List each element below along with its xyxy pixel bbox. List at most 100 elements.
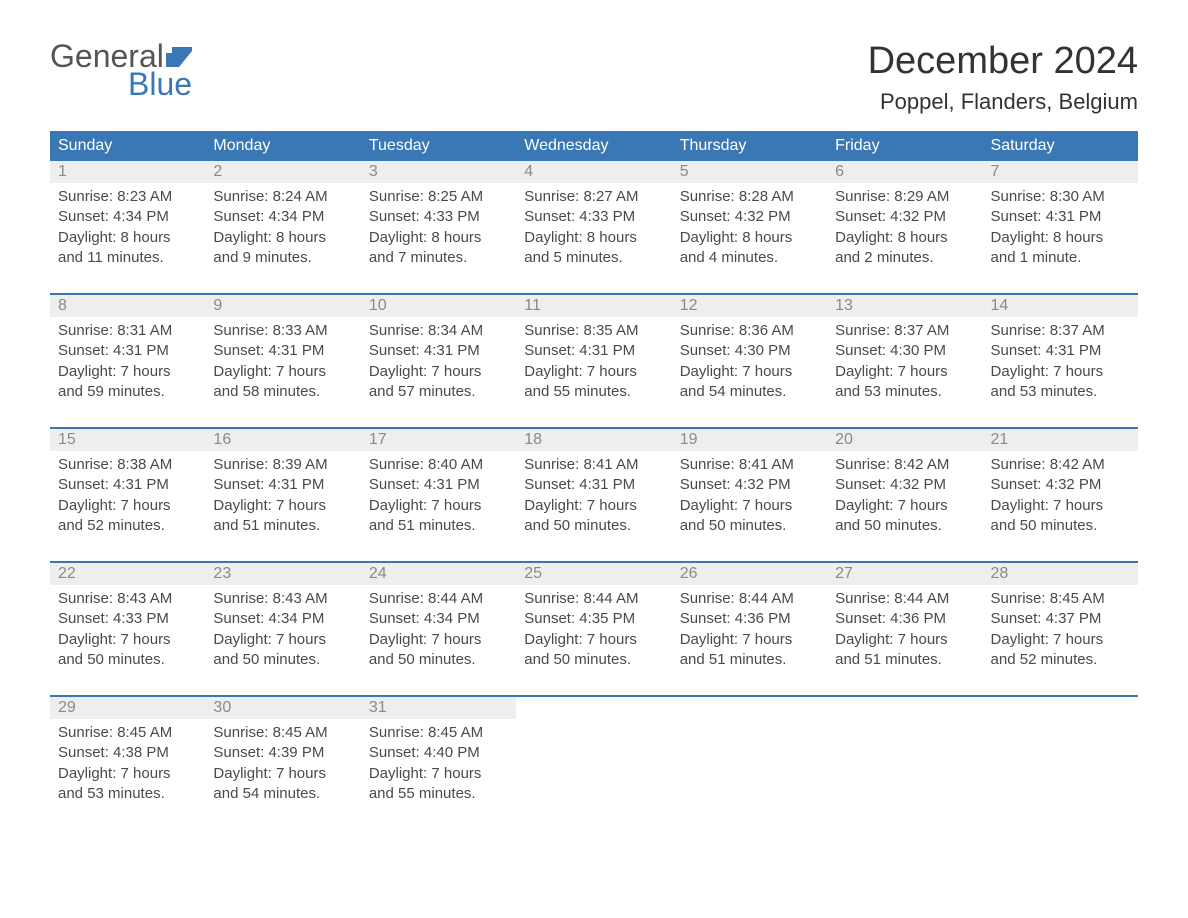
calendar-day-cell: 8Sunrise: 8:31 AMSunset: 4:31 PMDaylight… (50, 295, 205, 427)
sunrise-text: Sunrise: 8:37 AM (991, 321, 1130, 341)
sunrise-text: Sunrise: 8:37 AM (835, 321, 974, 341)
sunrise-text: Sunrise: 8:42 AM (991, 455, 1130, 475)
day-number: 10 (361, 295, 516, 317)
day-number: 7 (983, 161, 1138, 183)
daylight-line1: Daylight: 7 hours (369, 630, 508, 650)
calendar-day-cell (672, 697, 827, 829)
daylight-line2: and 52 minutes. (991, 650, 1130, 670)
daylight-line2: and 51 minutes. (369, 516, 508, 536)
day-number: 11 (516, 295, 671, 317)
day-body: Sunrise: 8:42 AMSunset: 4:32 PMDaylight:… (827, 451, 982, 544)
calendar-day-cell: 12Sunrise: 8:36 AMSunset: 4:30 PMDayligh… (672, 295, 827, 427)
day-body: Sunrise: 8:36 AMSunset: 4:30 PMDaylight:… (672, 317, 827, 410)
title-block: December 2024 Poppel, Flanders, Belgium (868, 40, 1138, 115)
day-header: Monday (205, 131, 360, 161)
daylight-line1: Daylight: 7 hours (58, 496, 197, 516)
day-body: Sunrise: 8:43 AMSunset: 4:34 PMDaylight:… (205, 585, 360, 678)
day-header: Wednesday (516, 131, 671, 161)
calendar-day-cell: 2Sunrise: 8:24 AMSunset: 4:34 PMDaylight… (205, 161, 360, 293)
sunset-text: Sunset: 4:31 PM (524, 341, 663, 361)
sunrise-text: Sunrise: 8:44 AM (369, 589, 508, 609)
day-body: Sunrise: 8:44 AMSunset: 4:34 PMDaylight:… (361, 585, 516, 678)
sunrise-text: Sunrise: 8:44 AM (680, 589, 819, 609)
calendar-day-cell: 9Sunrise: 8:33 AMSunset: 4:31 PMDaylight… (205, 295, 360, 427)
day-number: 19 (672, 429, 827, 451)
daylight-line2: and 52 minutes. (58, 516, 197, 536)
daylight-line1: Daylight: 7 hours (991, 496, 1130, 516)
sunset-text: Sunset: 4:33 PM (524, 207, 663, 227)
sunset-text: Sunset: 4:34 PM (213, 207, 352, 227)
daylight-line1: Daylight: 7 hours (680, 362, 819, 382)
daylight-line1: Daylight: 8 hours (991, 228, 1130, 248)
calendar-day-cell: 7Sunrise: 8:30 AMSunset: 4:31 PMDaylight… (983, 161, 1138, 293)
day-body: Sunrise: 8:31 AMSunset: 4:31 PMDaylight:… (50, 317, 205, 410)
daylight-line1: Daylight: 7 hours (213, 764, 352, 784)
daylight-line2: and 5 minutes. (524, 248, 663, 268)
day-body: Sunrise: 8:30 AMSunset: 4:31 PMDaylight:… (983, 183, 1138, 276)
day-body: Sunrise: 8:27 AMSunset: 4:33 PMDaylight:… (516, 183, 671, 276)
day-number: 8 (50, 295, 205, 317)
sunset-text: Sunset: 4:31 PM (991, 341, 1130, 361)
sunrise-text: Sunrise: 8:36 AM (680, 321, 819, 341)
daylight-line2: and 53 minutes. (835, 382, 974, 402)
day-number: 6 (827, 161, 982, 183)
sunset-text: Sunset: 4:31 PM (213, 475, 352, 495)
sunset-text: Sunset: 4:32 PM (835, 207, 974, 227)
calendar-day-cell: 31Sunrise: 8:45 AMSunset: 4:40 PMDayligh… (361, 697, 516, 829)
day-number: 17 (361, 429, 516, 451)
sunrise-text: Sunrise: 8:28 AM (680, 187, 819, 207)
calendar-day-cell: 13Sunrise: 8:37 AMSunset: 4:30 PMDayligh… (827, 295, 982, 427)
day-number: 3 (361, 161, 516, 183)
daylight-line1: Daylight: 8 hours (680, 228, 819, 248)
day-header: Saturday (983, 131, 1138, 161)
day-number: 29 (50, 697, 205, 719)
calendar-day-cell: 1Sunrise: 8:23 AMSunset: 4:34 PMDaylight… (50, 161, 205, 293)
day-number: 1 (50, 161, 205, 183)
sunset-text: Sunset: 4:30 PM (835, 341, 974, 361)
sunrise-text: Sunrise: 8:43 AM (58, 589, 197, 609)
day-header: Sunday (50, 131, 205, 161)
day-number: 4 (516, 161, 671, 183)
day-body: Sunrise: 8:45 AMSunset: 4:39 PMDaylight:… (205, 719, 360, 812)
day-number: 26 (672, 563, 827, 585)
daylight-line2: and 50 minutes. (524, 650, 663, 670)
daylight-line1: Daylight: 8 hours (524, 228, 663, 248)
sunset-text: Sunset: 4:33 PM (369, 207, 508, 227)
daylight-line2: and 50 minutes. (991, 516, 1130, 536)
daylight-line2: and 58 minutes. (213, 382, 352, 402)
day-body: Sunrise: 8:35 AMSunset: 4:31 PMDaylight:… (516, 317, 671, 410)
daylight-line2: and 55 minutes. (369, 784, 508, 804)
daylight-line1: Daylight: 7 hours (835, 362, 974, 382)
daylight-line1: Daylight: 7 hours (835, 630, 974, 650)
sunrise-text: Sunrise: 8:23 AM (58, 187, 197, 207)
daylight-line2: and 54 minutes. (213, 784, 352, 804)
daylight-line1: Daylight: 7 hours (835, 496, 974, 516)
daylight-line1: Daylight: 7 hours (58, 764, 197, 784)
daylight-line2: and 57 minutes. (369, 382, 508, 402)
calendar-week-row: 29Sunrise: 8:45 AMSunset: 4:38 PMDayligh… (50, 697, 1138, 829)
sunset-text: Sunset: 4:34 PM (58, 207, 197, 227)
day-body: Sunrise: 8:37 AMSunset: 4:31 PMDaylight:… (983, 317, 1138, 410)
daylight-line2: and 59 minutes. (58, 382, 197, 402)
sunset-text: Sunset: 4:35 PM (524, 609, 663, 629)
day-body: Sunrise: 8:44 AMSunset: 4:36 PMDaylight:… (672, 585, 827, 678)
brand-logo: General Blue (50, 40, 192, 100)
calendar-day-cell: 30Sunrise: 8:45 AMSunset: 4:39 PMDayligh… (205, 697, 360, 829)
sunrise-text: Sunrise: 8:45 AM (58, 723, 197, 743)
brand-word2: Blue (128, 68, 192, 100)
daylight-line1: Daylight: 7 hours (991, 630, 1130, 650)
location-text: Poppel, Flanders, Belgium (868, 89, 1138, 115)
calendar-day-cell: 6Sunrise: 8:29 AMSunset: 4:32 PMDaylight… (827, 161, 982, 293)
calendar-table: Sunday Monday Tuesday Wednesday Thursday… (50, 131, 1138, 829)
calendar-day-cell: 23Sunrise: 8:43 AMSunset: 4:34 PMDayligh… (205, 563, 360, 695)
day-body: Sunrise: 8:29 AMSunset: 4:32 PMDaylight:… (827, 183, 982, 276)
day-body: Sunrise: 8:39 AMSunset: 4:31 PMDaylight:… (205, 451, 360, 544)
sunrise-text: Sunrise: 8:33 AM (213, 321, 352, 341)
daylight-line1: Daylight: 7 hours (524, 362, 663, 382)
daylight-line2: and 50 minutes. (524, 516, 663, 536)
daylight-line1: Daylight: 7 hours (524, 496, 663, 516)
sunset-text: Sunset: 4:30 PM (680, 341, 819, 361)
sunset-text: Sunset: 4:40 PM (369, 743, 508, 763)
sunrise-text: Sunrise: 8:35 AM (524, 321, 663, 341)
daylight-line1: Daylight: 7 hours (991, 362, 1130, 382)
